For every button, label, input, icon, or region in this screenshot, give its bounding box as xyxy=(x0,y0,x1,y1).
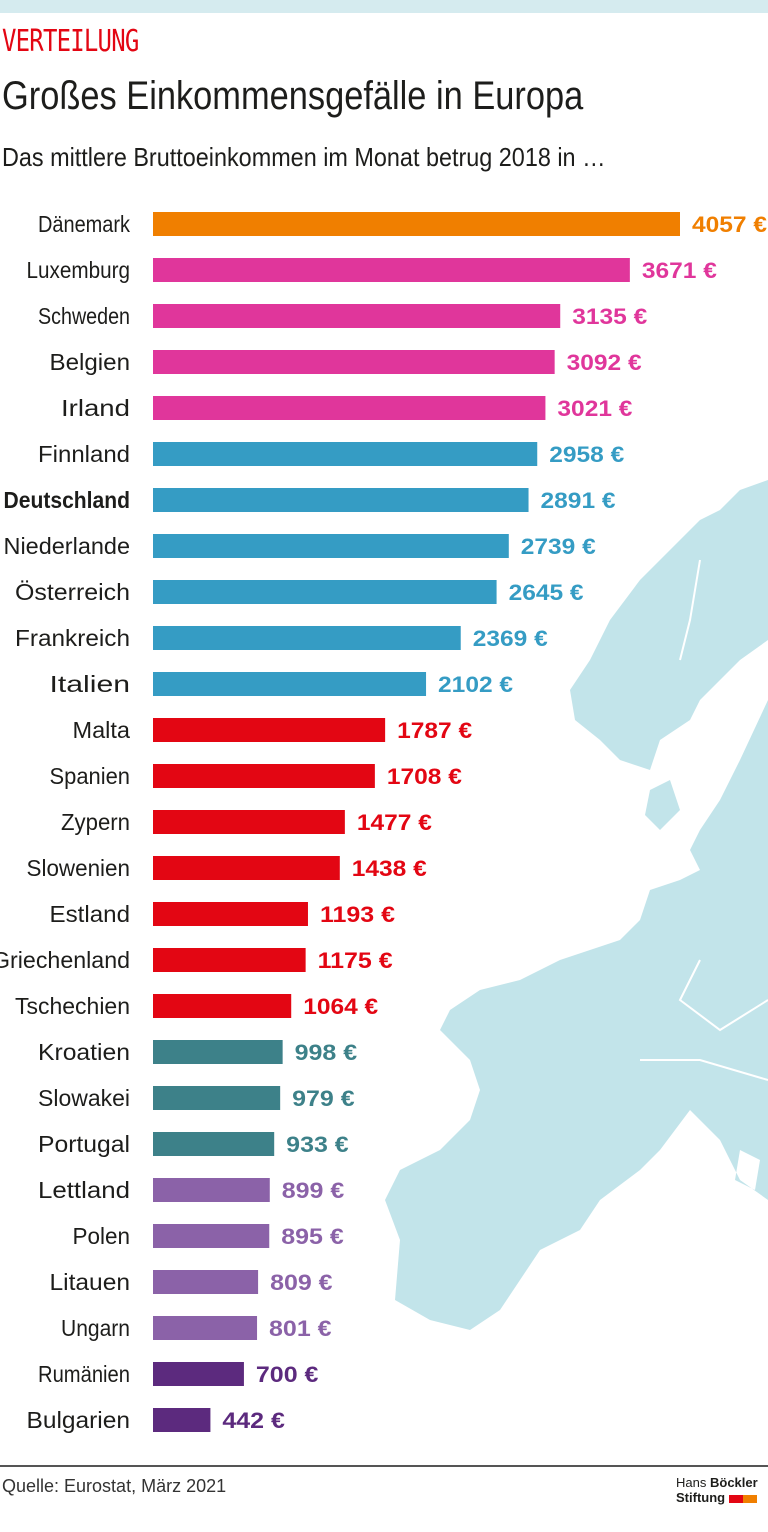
value-label: 2102 € xyxy=(438,672,513,697)
bar xyxy=(153,396,546,420)
category-label: Polen xyxy=(73,1223,131,1249)
value-label: 3135 € xyxy=(572,304,647,329)
bar xyxy=(153,442,538,466)
value-label: 2369 € xyxy=(473,626,548,651)
bar xyxy=(153,1178,270,1202)
category-label: Irland xyxy=(61,395,130,421)
value-label: 1477 € xyxy=(357,810,432,835)
value-label: 700 € xyxy=(256,1362,319,1387)
category-label: Kroatien xyxy=(38,1039,130,1065)
bar xyxy=(153,764,375,788)
category-label: Zypern xyxy=(61,809,130,835)
kicker: VERTEILUNG xyxy=(2,24,139,59)
bar xyxy=(153,994,292,1018)
value-label: 1708 € xyxy=(387,764,462,789)
category-label: Belgien xyxy=(50,349,131,375)
europe-map-shape xyxy=(385,480,768,1330)
hans-boeckler-logo: Hans Böckler Stiftung xyxy=(676,1475,758,1505)
value-label: 3671 € xyxy=(642,258,717,283)
value-label: 2739 € xyxy=(521,534,596,559)
category-label: Griechenland xyxy=(0,947,130,973)
value-label: 809 € xyxy=(270,1270,333,1295)
category-label: Deutschland xyxy=(4,487,131,513)
value-label: 1175 € xyxy=(318,948,393,973)
value-label: 899 € xyxy=(282,1178,345,1203)
bar xyxy=(153,212,680,236)
bar xyxy=(153,258,630,282)
category-label: Italien xyxy=(50,671,131,697)
footer-divider xyxy=(0,1465,768,1467)
bar xyxy=(153,1362,244,1386)
bar xyxy=(153,534,509,558)
bar xyxy=(153,1270,259,1294)
category-label: Litauen xyxy=(50,1269,131,1295)
bar xyxy=(153,1316,258,1340)
value-label: 442 € xyxy=(222,1408,285,1433)
bar xyxy=(153,304,561,328)
bar xyxy=(153,810,345,834)
value-label: 979 € xyxy=(292,1086,355,1111)
logo-text: Hans xyxy=(676,1475,707,1490)
category-label: Schweden xyxy=(38,303,130,329)
bar xyxy=(153,1224,270,1248)
category-label: Finnland xyxy=(38,441,130,467)
value-label: 2645 € xyxy=(509,580,584,605)
logo-orange-square xyxy=(742,1494,757,1503)
bar xyxy=(153,350,555,374)
bar xyxy=(153,488,529,512)
bar xyxy=(153,1408,211,1432)
bar xyxy=(153,626,461,650)
bar xyxy=(153,948,306,972)
bar xyxy=(153,1086,281,1110)
bar xyxy=(153,902,308,926)
value-label: 998 € xyxy=(295,1040,358,1065)
category-label: Rumänien xyxy=(38,1361,130,1387)
chart-title: Großes Einkommensgefälle in Europa xyxy=(2,74,584,118)
value-label: 3021 € xyxy=(557,396,632,421)
category-label: Malta xyxy=(73,717,131,743)
category-label: Lettland xyxy=(38,1177,130,1203)
value-label: 801 € xyxy=(269,1316,332,1341)
value-label: 4057 € xyxy=(692,212,767,237)
logo-text: Böckler xyxy=(709,1475,758,1490)
bar xyxy=(153,580,497,604)
value-label: 2891 € xyxy=(541,488,616,513)
value-label: 895 € xyxy=(281,1224,344,1249)
value-label: 1787 € xyxy=(397,718,472,743)
value-label: 1064 € xyxy=(303,994,378,1019)
category-label: Niederlande xyxy=(4,533,131,559)
value-label: 2958 € xyxy=(549,442,624,467)
chart-subtitle: Das mittlere Bruttoeinkommen im Monat be… xyxy=(2,142,606,172)
category-label: Bulgarien xyxy=(27,1407,131,1433)
category-label: Spanien xyxy=(50,763,131,789)
value-label: 933 € xyxy=(286,1132,349,1157)
bar xyxy=(153,1132,275,1156)
category-label: Frankreich xyxy=(15,625,130,651)
top-bar xyxy=(0,0,768,13)
bar xyxy=(153,672,427,696)
category-label: Slowakei xyxy=(38,1085,130,1111)
value-label: 3092 € xyxy=(567,350,642,375)
category-label: Slowenien xyxy=(27,855,131,881)
category-label: Tschechien xyxy=(15,993,130,1019)
source-note: Quelle: Eurostat, März 2021 xyxy=(2,1476,227,1496)
bar xyxy=(153,1040,283,1064)
logo-red-square xyxy=(728,1494,743,1503)
category-label: Ungarn xyxy=(61,1315,130,1341)
category-label: Estland xyxy=(50,901,131,927)
value-label: 1438 € xyxy=(352,856,427,881)
value-label: 1193 € xyxy=(320,902,395,927)
category-label: Österreich xyxy=(15,579,130,605)
category-label: Dänemark xyxy=(38,211,130,237)
category-label: Portugal xyxy=(38,1131,130,1157)
category-label: Luxemburg xyxy=(27,257,131,283)
bar xyxy=(153,718,386,742)
logo-text: Stiftung xyxy=(676,1490,726,1505)
bar xyxy=(153,856,340,880)
